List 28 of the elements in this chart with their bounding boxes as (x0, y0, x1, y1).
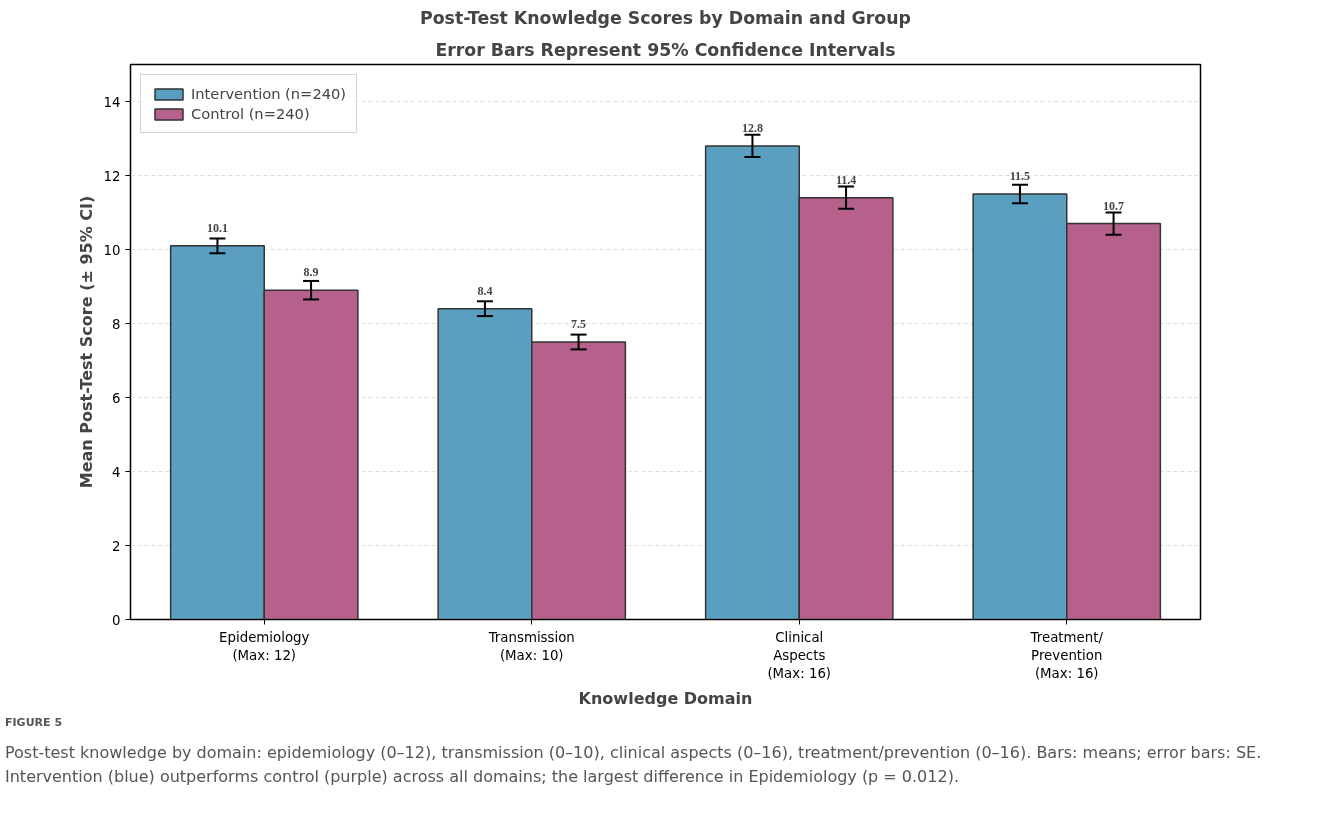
data-label: 8.9 (303, 265, 319, 280)
y-tick-label: 14 (103, 94, 121, 110)
data-label: 8.4 (477, 283, 493, 298)
y-tick-label: 10 (103, 242, 121, 258)
caption: FIGURE 5 (5, 715, 63, 731)
data-label: 10.1 (206, 220, 228, 235)
legend-label: Intervention (n=240) (191, 85, 347, 102)
x-tick-label: Treatment/ Prevention (Max: 16) (1029, 629, 1104, 681)
y-tick-label: 8 (112, 316, 121, 332)
y-tick-label: 4 (112, 464, 121, 480)
data-label: 10.7 (1103, 198, 1125, 213)
x-axis-title: Knowledge Domain (578, 688, 753, 708)
legend-label: Control (n=240) (191, 105, 310, 122)
y-axis-title: Mean Post-Test Score (± 95% CI) (76, 195, 96, 489)
y-tick-label: 6 (112, 390, 121, 406)
x-tick-label: Clinical Aspects (Max: 16) (767, 629, 832, 681)
y-tick-label: 2 (112, 538, 121, 554)
data-label: 11.4 (835, 172, 857, 187)
chart-subtitle: Error Bars Represent 95% Confidence Intervals (435, 39, 896, 60)
x-tick-label: Epidemiology (Max: 12) (219, 629, 310, 663)
data-label: 12.8 (741, 120, 763, 135)
text: Post-test knowledge by domain: epidemiology (0–12), transmission (0–10), clinical aspects (0–16), treatment/prevention (0–16). Bars: means; error bars: SE. Intervention (blue) outperforms control (purple) across all domains; the largest difference in Epidemiology (p = 0.012). (5, 741, 1263, 788)
y-tick-label: 0 (112, 612, 121, 628)
y-tick-label: 12 (103, 168, 121, 184)
x-tick-label: Transmission (Max: 10) (487, 629, 575, 663)
data-label: 7.5 (571, 317, 587, 331)
chart-title: Post-Test Knowledge Scores by Domain and Group (420, 7, 911, 28)
data-label: 11.5 (1009, 169, 1031, 183)
